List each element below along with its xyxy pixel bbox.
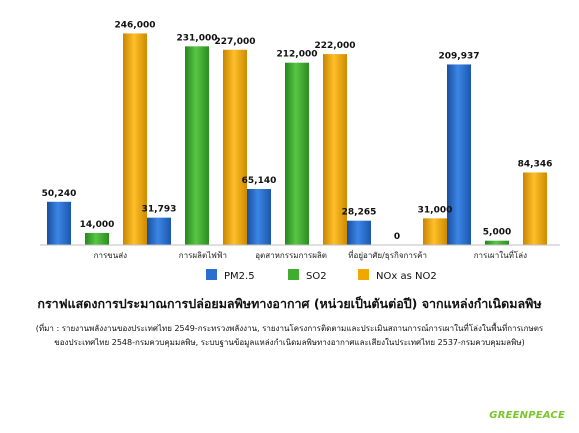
data-label: 31,000 bbox=[418, 205, 453, 215]
bar-nox-as-no2-3 bbox=[423, 218, 447, 245]
data-label: 28,265 bbox=[342, 208, 377, 218]
legend-swatch bbox=[288, 269, 299, 280]
bar-nox-as-no2-4 bbox=[523, 172, 547, 245]
bars-group bbox=[47, 33, 547, 246]
category-label: การเผาในที่โล่ง bbox=[474, 249, 527, 260]
data-label: 0 bbox=[394, 232, 400, 242]
data-label: 209,937 bbox=[439, 51, 480, 61]
data-label: 5,000 bbox=[483, 228, 511, 238]
bar-pm2-5-4 bbox=[447, 64, 471, 245]
data-label: 227,000 bbox=[215, 37, 256, 47]
category-label: การขนส่ง bbox=[94, 251, 127, 260]
source-note-line-2: ของประเทศไทย 2548-กรมควบคุมมลพิษ, ระบบฐา… bbox=[54, 338, 525, 347]
bar-so2-2 bbox=[285, 62, 309, 246]
data-label: 231,000 bbox=[177, 33, 218, 43]
bar-nox-as-no2-2 bbox=[323, 54, 347, 245]
data-label: 222,000 bbox=[315, 41, 356, 51]
source-note-line-1: (ที่มา : รายงานพลังงานของประเทศไทย 2549-… bbox=[35, 324, 544, 333]
category-labels-group: การขนส่ง การผลิตไฟฟ้า อุตสาหกรรมการผลิต ที่… bbox=[94, 249, 527, 261]
data-label: 50,240 bbox=[42, 189, 77, 199]
greenpeace-logo: GREENPEACE bbox=[489, 410, 565, 421]
data-label: 31,793 bbox=[142, 205, 177, 215]
bar-so2-4 bbox=[485, 240, 509, 245]
bar-so2-1 bbox=[185, 46, 209, 246]
category-label: ที่อยู่อาศัย/ธุรกิจการค้า bbox=[348, 249, 427, 261]
data-label: 14,000 bbox=[80, 220, 115, 230]
bar-so2-0 bbox=[85, 232, 109, 245]
bar-pm2-5-3 bbox=[347, 220, 371, 245]
data-label: 246,000 bbox=[115, 20, 156, 30]
bar-pm2-5-2 bbox=[247, 188, 271, 245]
legend-swatch bbox=[206, 269, 217, 280]
legend-label: SO2 bbox=[306, 271, 327, 282]
data-label: 65,140 bbox=[242, 176, 277, 186]
category-label: การผลิตไฟฟ้า bbox=[179, 251, 227, 260]
legend-label: PM2.5 bbox=[224, 271, 255, 282]
bar-nox-as-no2-0 bbox=[123, 33, 147, 245]
legend: PM2.5 SO2 NOx as NO2 bbox=[206, 269, 437, 282]
data-label: 84,346 bbox=[518, 159, 553, 169]
bar-pm2-5-1 bbox=[147, 217, 171, 245]
bar-pm2-5-0 bbox=[47, 201, 71, 245]
bar-nox-as-no2-1 bbox=[223, 49, 247, 245]
data-label: 212,000 bbox=[277, 50, 318, 60]
legend-swatch bbox=[358, 269, 369, 280]
chart-title: กราฟแสดงการประมาณการปล่อยมลพิษทางอากาศ (… bbox=[37, 296, 542, 311]
legend-label: NOx as NO2 bbox=[376, 271, 437, 282]
category-label: อุตสาหกรรมการผลิต bbox=[255, 251, 327, 260]
